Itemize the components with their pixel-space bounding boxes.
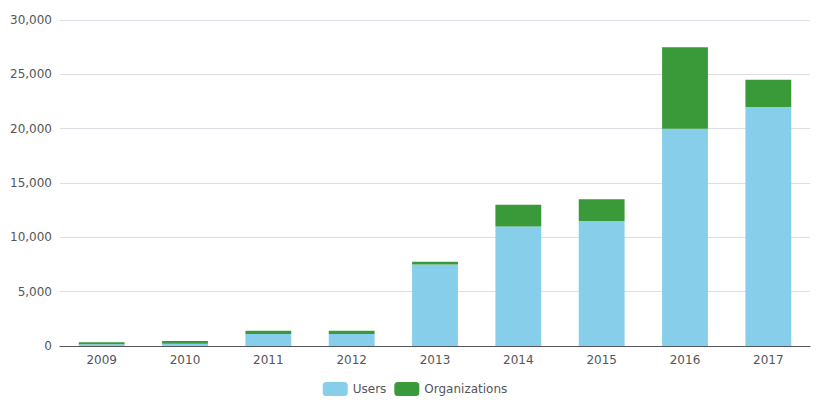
svg-text:20,000: 20,000 [10, 122, 52, 136]
svg-text:0: 0 [44, 339, 52, 353]
svg-text:25,000: 25,000 [10, 67, 52, 81]
svg-text:5,000: 5,000 [18, 285, 52, 299]
svg-text:2014: 2014 [503, 353, 534, 367]
svg-text:2011: 2011 [253, 353, 284, 367]
svg-text:Organizations: Organizations [424, 382, 507, 396]
svg-text:2009: 2009 [86, 353, 117, 367]
svg-text:2012: 2012 [336, 353, 367, 367]
svg-text:2013: 2013 [420, 353, 451, 367]
svg-text:10,000: 10,000 [10, 230, 52, 244]
svg-text:2016: 2016 [670, 353, 701, 367]
svg-text:30,000: 30,000 [10, 13, 52, 27]
svg-text:15,000: 15,000 [10, 176, 52, 190]
svg-text:2010: 2010 [170, 353, 201, 367]
svg-text:Users: Users [353, 382, 387, 396]
svg-text:2017: 2017 [753, 353, 784, 367]
svg-text:2015: 2015 [586, 353, 617, 367]
